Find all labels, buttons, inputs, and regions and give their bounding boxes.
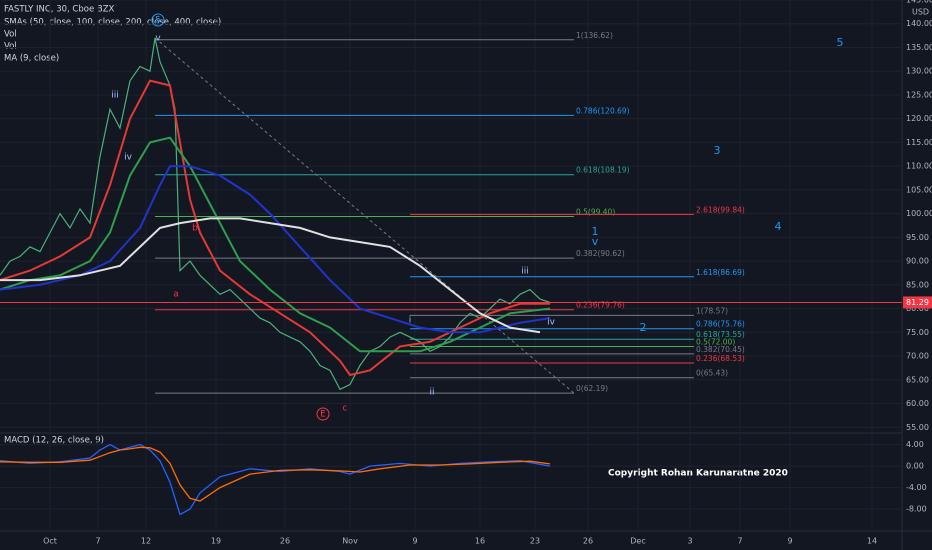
wave-label: 2 [640, 321, 647, 334]
x-tick-label: Dec [630, 537, 645, 546]
x-tick-label: 12 [141, 537, 151, 546]
fib-label: 0.618(108.19) [576, 166, 630, 175]
y-tick-label: 90.00 [906, 257, 929, 266]
chart-title: FASTLY INC, 30, Cboe BZX [4, 5, 115, 15]
y-tick-label: 120.00 [906, 114, 932, 123]
x-tick-label: Nov [342, 537, 358, 546]
macd-title: MACD (12, 26, close, 9) [4, 436, 104, 446]
fib-label: 0.786(120.69) [576, 106, 630, 115]
wave-label: a [173, 290, 179, 300]
y-tick-label: 0.00 [906, 462, 924, 471]
y-tick-label: 115.00 [906, 138, 932, 147]
y-tick-label: 110.00 [906, 162, 932, 171]
wave-label: i [409, 316, 412, 326]
y-tick-label: 75.00 [906, 328, 929, 337]
wave-label: 3 [714, 144, 721, 157]
fib-label: 0.618(73.55) [696, 330, 745, 339]
y-tick-label: 100.00 [906, 209, 932, 218]
legend-line: Vol [4, 30, 17, 40]
y-tick-label: 95.00 [906, 233, 929, 242]
sma-line [0, 136, 551, 353]
x-tick-label: 26 [583, 537, 593, 546]
fib-label: 1.618(86.69) [696, 268, 745, 277]
legend-line: MA (9, close) [4, 54, 59, 64]
fib-label: 0(62.19) [576, 384, 608, 393]
fib-label: 0.786(75.76) [696, 320, 745, 329]
legend-line: Vol [4, 42, 17, 52]
x-tick-label: 16 [475, 537, 485, 546]
x-tick-label: 3 [687, 537, 692, 546]
wave-circle [151, 13, 165, 27]
price-badge-label: 81.29 [906, 298, 929, 307]
fib-label: 0.236(68.53) [696, 354, 745, 363]
wave-label: b [192, 224, 198, 234]
currency-label: USD [912, 8, 929, 17]
fib-label: 0(65.43) [696, 369, 728, 378]
wave-label: ii [429, 388, 434, 398]
wave-circle [316, 407, 330, 421]
y-tick-label: 65.00 [906, 375, 929, 384]
fib-label: 0.5(72.00) [696, 338, 735, 347]
wave-label: 4 [775, 220, 782, 233]
x-tick-label: 19 [211, 537, 221, 546]
fib-label: 1(136.62) [576, 31, 613, 40]
y-tick-label: 85.00 [906, 280, 929, 289]
legend-line: SMAs (50, close, 100, close, 200, close,… [4, 18, 221, 28]
y-tick-label: -4.00 [906, 483, 927, 492]
y-tick-label: 140.00 [906, 19, 932, 28]
wave-label: 1 [592, 225, 599, 238]
wave-label: v [592, 235, 599, 248]
sma-line [0, 165, 551, 334]
x-tick-label: 26 [280, 537, 290, 546]
wave-label: E [320, 410, 326, 420]
sma-line [0, 217, 541, 334]
y-tick-label: -8.00 [906, 505, 927, 514]
fib-label: 1(78.57) [696, 306, 728, 315]
x-tick-label: 7 [737, 537, 742, 546]
sma-line [0, 79, 550, 377]
y-tick-label: 105.00 [906, 185, 932, 194]
y-tick-label: 135.00 [906, 43, 932, 52]
x-tick-label: 14 [867, 537, 877, 546]
x-tick-label: 23 [530, 537, 540, 546]
x-tick-label: 9 [412, 537, 417, 546]
wave-label: 5 [155, 16, 161, 26]
y-tick-label: 80.00 [906, 304, 929, 313]
fib-label: 0.382(90.62) [576, 249, 625, 258]
y-tick-label: 130.00 [906, 67, 932, 76]
wave-label: 5 [837, 36, 844, 49]
y-tick-label: 55.00 [906, 423, 929, 432]
x-tick-label: 7 [95, 537, 100, 546]
x-tick-label: 9 [787, 537, 792, 546]
y-tick-label: 145.00 [906, 0, 932, 5]
wave-label: iv [124, 153, 133, 163]
price-badge [903, 296, 932, 309]
fib-label: 2.618(99.84) [696, 205, 745, 214]
y-tick-label: 125.00 [906, 90, 932, 99]
fib-label: 0.236(79.76) [576, 301, 625, 310]
wave-label: v [155, 34, 161, 44]
trend-line [154, 37, 576, 395]
fib-label: 0.382(70.45) [696, 345, 745, 354]
wave-label: iv [547, 318, 556, 328]
y-tick-label: 70.00 [906, 352, 929, 361]
wave-label: iii [521, 267, 529, 277]
wave-label: iii [111, 91, 119, 101]
y-tick-label: 4.00 [906, 440, 924, 449]
y-tick-label: 60.00 [906, 399, 929, 408]
wave-label: c [343, 404, 348, 414]
copyright: Copyright Rohan Karunaratne 2020 [608, 469, 788, 479]
fib-label: 0.5(99.40) [576, 207, 615, 216]
x-tick-label: Oct [43, 537, 57, 546]
macd-line [0, 446, 551, 502]
